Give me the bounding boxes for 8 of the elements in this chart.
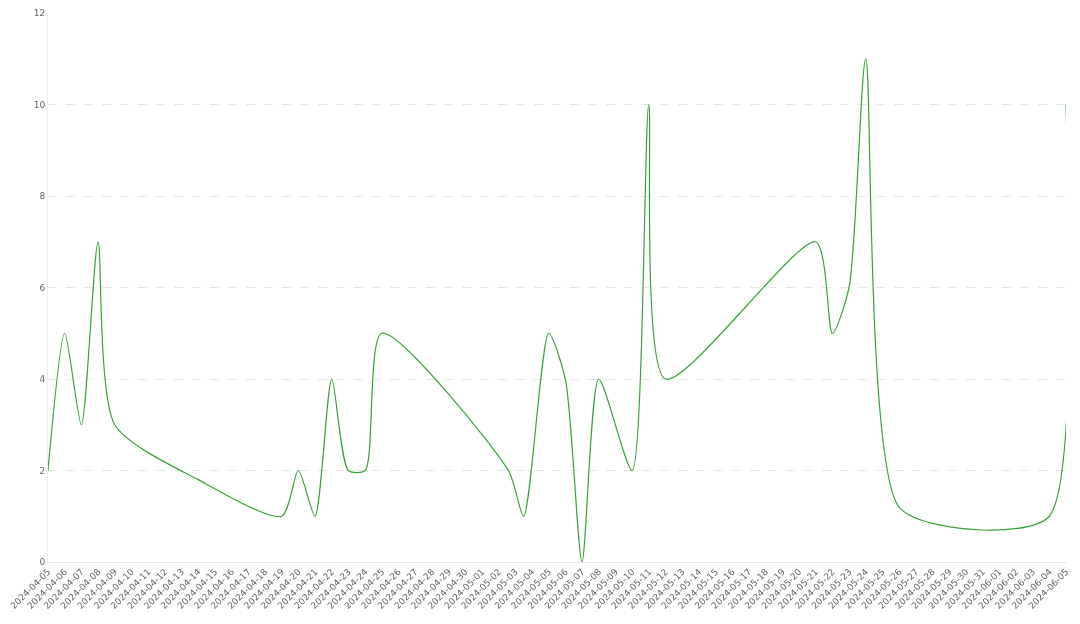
y-tick-label: 8 <box>39 191 46 202</box>
line-series <box>48 58 1066 562</box>
y-tick-label: 6 <box>39 282 46 293</box>
y-tick-label: 2 <box>39 465 46 476</box>
y-tick-label: 10 <box>33 99 46 110</box>
y-tick-label: 0 <box>39 557 46 568</box>
y-tick-label: 4 <box>39 374 46 385</box>
y-tick-label: 12 <box>33 8 46 19</box>
